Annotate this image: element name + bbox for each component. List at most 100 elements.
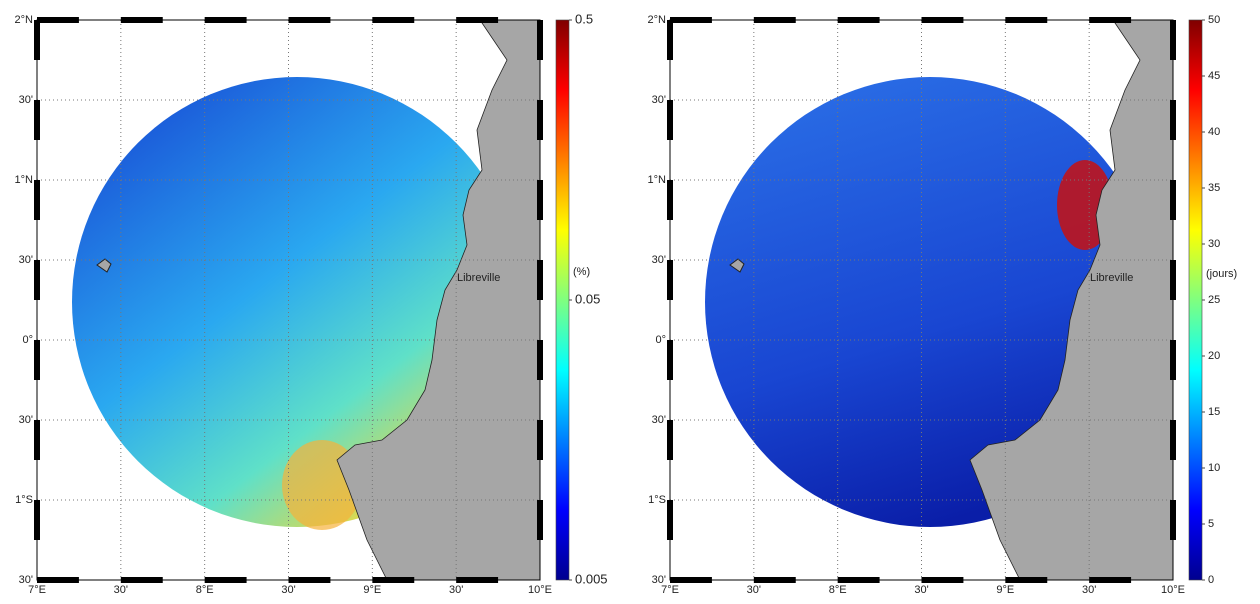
frame-tick	[37, 577, 79, 583]
frame-tick	[34, 420, 40, 460]
frame-tick	[537, 20, 543, 60]
frame-tick	[205, 577, 247, 583]
lat-label: 1°S	[15, 494, 33, 506]
colorbar-tick-label: 20	[1208, 350, 1220, 362]
frame-tick	[667, 500, 673, 540]
lat-label: 1°N	[15, 174, 34, 186]
lat-label: 0°	[22, 334, 33, 346]
lon-label: 30'	[747, 584, 761, 596]
lat-label: 0°	[655, 334, 666, 346]
colorbar-tick-label: 50	[1208, 14, 1220, 26]
frame-tick	[537, 500, 543, 540]
frame-tick	[1005, 17, 1047, 23]
lon-label: 8°E	[196, 584, 214, 596]
colorbar-tick-label: 35	[1208, 182, 1220, 194]
colorbar-tick-label: 0.005	[575, 571, 608, 586]
frame-tick	[537, 340, 543, 380]
frame-tick	[537, 180, 543, 220]
frame-tick	[838, 577, 880, 583]
lon-label: 9°E	[996, 584, 1014, 596]
frame-tick	[537, 260, 543, 300]
frame-tick	[667, 100, 673, 140]
lat-label: 2°N	[15, 14, 34, 26]
frame-tick	[34, 100, 40, 140]
colorbar-tick-label: 30	[1208, 238, 1220, 250]
frame-tick	[1005, 577, 1047, 583]
colorbar-label: (jours)	[1206, 268, 1237, 280]
frame-tick	[667, 180, 673, 220]
frame-tick	[289, 17, 331, 23]
lat-label: 1°N	[648, 174, 667, 186]
frame-tick	[289, 577, 331, 583]
colorbar-tick-label: 15	[1208, 406, 1220, 418]
lon-label: 9°E	[363, 584, 381, 596]
place-label: Libreville	[457, 272, 500, 284]
frame-tick	[667, 420, 673, 460]
frame-tick	[754, 17, 796, 23]
frame-tick	[670, 17, 712, 23]
lon-label: 30'	[449, 584, 463, 596]
frame-tick	[34, 260, 40, 300]
frame-tick	[456, 577, 498, 583]
frame-tick	[121, 577, 163, 583]
colorbar-tick-label: 0.05	[575, 291, 600, 306]
frame-tick	[34, 340, 40, 380]
frame-tick	[1170, 100, 1176, 140]
frame-tick	[1170, 20, 1176, 60]
frame-tick	[667, 260, 673, 300]
lon-label: 7°E	[661, 584, 679, 596]
lat-label: 30'	[19, 94, 33, 106]
frame-tick	[670, 577, 712, 583]
frame-tick	[1089, 17, 1131, 23]
lon-label: 7°E	[28, 584, 46, 596]
frame-tick	[34, 500, 40, 540]
colorbar	[556, 20, 569, 580]
frame-tick	[1170, 420, 1176, 460]
map-figure: 2°N 30' 1°N 30' 0° 30' 1°S 30' 7°E 30' 8°E 30' 9°E 30…	[0, 0, 1260, 599]
frame-tick	[372, 577, 414, 583]
frame-tick	[1170, 180, 1176, 220]
frame-tick	[667, 340, 673, 380]
lat-label: 30'	[652, 414, 666, 426]
frame-tick	[537, 100, 543, 140]
lon-label: 10°E	[528, 584, 552, 596]
lat-label: 30'	[19, 254, 33, 266]
lat-label: 30'	[19, 414, 33, 426]
lon-label: 8°E	[829, 584, 847, 596]
colorbar-tick-label: 0.5	[575, 11, 593, 26]
frame-tick	[456, 17, 498, 23]
colorbar-tick-label: 45	[1208, 70, 1220, 82]
lon-label: 30'	[114, 584, 128, 596]
colorbar-tick-label: 10	[1208, 462, 1220, 474]
frame-tick	[1170, 260, 1176, 300]
frame-tick	[1170, 500, 1176, 540]
lon-label: 30'	[281, 584, 295, 596]
colorbar-tick-label: 25	[1208, 294, 1220, 306]
lat-label: 2°N	[648, 14, 667, 26]
colorbar-tick-label: 40	[1208, 126, 1220, 138]
frame-tick	[121, 17, 163, 23]
lat-label: 30'	[652, 254, 666, 266]
map-panel: 2°N 30' 1°N 30' 0° 30' 1°S 30' 7°E 30' 8°E 30' 9°E 30…	[648, 14, 1238, 596]
colorbar-tick-label: 5	[1208, 518, 1214, 530]
lat-label: 1°S	[648, 494, 666, 506]
lon-label: 10°E	[1161, 584, 1185, 596]
colorbar-tick-label: 0	[1208, 574, 1214, 586]
frame-tick	[754, 577, 796, 583]
colorbar-label: (%)	[573, 266, 590, 278]
frame-tick	[34, 180, 40, 220]
frame-tick	[537, 420, 543, 460]
colorbar	[1189, 20, 1202, 580]
frame-tick	[1170, 340, 1176, 380]
lon-label: 30'	[1082, 584, 1096, 596]
frame-tick	[372, 17, 414, 23]
lat-label: 30'	[652, 94, 666, 106]
lon-label: 30'	[914, 584, 928, 596]
frame-tick	[922, 577, 964, 583]
place-label: Libreville	[1090, 272, 1133, 284]
frame-tick	[922, 17, 964, 23]
frame-tick	[34, 20, 40, 60]
frame-tick	[667, 20, 673, 60]
frame-tick	[37, 17, 79, 23]
